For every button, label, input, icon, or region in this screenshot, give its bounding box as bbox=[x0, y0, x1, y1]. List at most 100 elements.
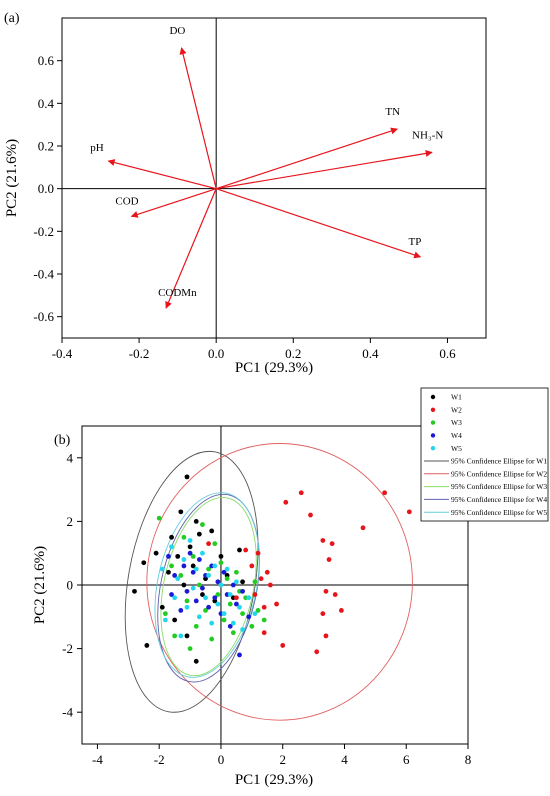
legend-marker bbox=[430, 420, 436, 425]
score-point bbox=[178, 573, 184, 578]
score-point bbox=[332, 592, 338, 597]
score-point bbox=[209, 528, 215, 534]
score-point bbox=[184, 474, 190, 480]
x-tick-label-a: -0.4 bbox=[52, 346, 73, 361]
y-tick-label-b: -4 bbox=[62, 705, 73, 720]
score-point bbox=[240, 627, 245, 632]
x-tick-label-b: 8 bbox=[465, 752, 472, 767]
score-point bbox=[338, 608, 344, 613]
y-tick-label-b: 2 bbox=[67, 514, 74, 529]
legend-label: W1 bbox=[451, 393, 462, 402]
legend-marker bbox=[430, 394, 436, 400]
score-point bbox=[215, 579, 221, 585]
score-point bbox=[159, 604, 165, 610]
score-point bbox=[252, 579, 258, 585]
legend-label: 95% Confidence Ellipse for W5 bbox=[451, 508, 547, 517]
score-point bbox=[212, 563, 218, 569]
score-point bbox=[193, 566, 199, 572]
score-point bbox=[162, 617, 168, 623]
score-point bbox=[258, 576, 264, 582]
score-point bbox=[132, 588, 137, 594]
y-tick-label-a: -0.2 bbox=[33, 224, 54, 239]
score-point bbox=[187, 550, 193, 556]
confidence-ellipse bbox=[124, 450, 259, 713]
score-point bbox=[212, 541, 218, 547]
panel-label-b: (b) bbox=[54, 433, 71, 448]
score-point bbox=[326, 557, 332, 562]
legend-marker bbox=[430, 446, 436, 451]
legend-label: W3 bbox=[451, 418, 462, 427]
score-point bbox=[187, 538, 193, 543]
score-point bbox=[166, 553, 171, 559]
score-point bbox=[172, 595, 178, 601]
score-point bbox=[172, 573, 178, 578]
score-point bbox=[249, 563, 255, 569]
score-point bbox=[252, 592, 258, 597]
score-point bbox=[308, 512, 313, 518]
score-point bbox=[141, 560, 147, 566]
score-point bbox=[200, 550, 205, 556]
score-point bbox=[267, 582, 273, 588]
score-point bbox=[234, 595, 239, 601]
x-tick-label-b: 4 bbox=[341, 752, 348, 767]
score-point bbox=[156, 515, 162, 521]
score-point bbox=[227, 623, 233, 629]
score-point bbox=[243, 547, 249, 553]
y-axis-label-a: PC2 (21.6%) bbox=[4, 139, 20, 217]
plot-frame-a bbox=[61, 17, 487, 339]
y-tick-label-a: 0.4 bbox=[38, 96, 55, 111]
score-point bbox=[181, 563, 187, 569]
score-point bbox=[360, 525, 366, 531]
x-axis-label-a: PC1 (29.3%) bbox=[235, 360, 313, 376]
score-point bbox=[261, 604, 267, 610]
score-point bbox=[203, 595, 208, 601]
score-point bbox=[298, 490, 304, 496]
loadings-biplot: (a) -0.4 -0.2 0.0 0.2 0.4 0.6 -0.6 -0.4 -0.2 0.0 0… bbox=[4, 11, 487, 376]
x-tick-label-a: 0.6 bbox=[439, 346, 456, 361]
score-point bbox=[255, 608, 261, 613]
score-point bbox=[190, 569, 196, 575]
score-point bbox=[169, 563, 174, 569]
x-tick-label-b: 0 bbox=[218, 752, 225, 767]
score-point bbox=[234, 601, 239, 607]
score-point bbox=[406, 509, 412, 515]
score-point bbox=[190, 563, 196, 569]
legend: W1 W2 W3 W4 W5 95% Confidence Ellipse for W1 9… bbox=[420, 387, 549, 522]
legend-label: 95% Confidence Ellipse for W1 bbox=[451, 457, 547, 466]
score-point bbox=[184, 598, 190, 604]
score-point bbox=[196, 557, 202, 562]
score-point bbox=[181, 582, 187, 588]
score-point bbox=[187, 646, 193, 651]
score-point bbox=[184, 588, 190, 594]
score-point bbox=[240, 588, 245, 594]
y-tick-label-a: -0.4 bbox=[33, 267, 54, 282]
score-point bbox=[323, 588, 329, 594]
legend-label: W5 bbox=[451, 444, 462, 453]
score-point bbox=[218, 582, 224, 588]
loading-label: DO bbox=[169, 25, 185, 37]
score-point bbox=[196, 614, 202, 620]
loading-arrow bbox=[165, 188, 217, 309]
x-tick-label-a: 0.2 bbox=[285, 346, 301, 361]
score-point bbox=[169, 534, 174, 540]
legend-label: 95% Confidence Ellipse for W4 bbox=[451, 495, 547, 504]
score-point bbox=[221, 569, 227, 575]
confidence-ellipse bbox=[157, 493, 260, 683]
y-tick-label-a: 0.0 bbox=[38, 181, 54, 196]
score-point bbox=[261, 630, 267, 636]
score-point bbox=[382, 490, 388, 496]
score-point bbox=[178, 608, 184, 613]
legend-label: W2 bbox=[451, 405, 462, 414]
ticks-a: -0.4 -0.2 0.0 0.2 0.4 0.6 -0.6 -0.4 -0.2 0.0 0.2 0.… bbox=[33, 53, 456, 361]
legend-label: W4 bbox=[451, 431, 462, 440]
score-point bbox=[252, 611, 258, 617]
loading-vectors: DO pH COD CODMn TN NH₃-N TP bbox=[90, 25, 443, 309]
confidence-ellipses bbox=[124, 443, 413, 721]
score-point bbox=[224, 576, 230, 582]
x-tick-label-a: 0.4 bbox=[362, 346, 379, 361]
score-point bbox=[323, 633, 329, 639]
score-point bbox=[159, 566, 165, 572]
score-point bbox=[175, 576, 181, 582]
x-tick-label-b: 6 bbox=[403, 752, 410, 767]
score-point bbox=[215, 601, 221, 607]
